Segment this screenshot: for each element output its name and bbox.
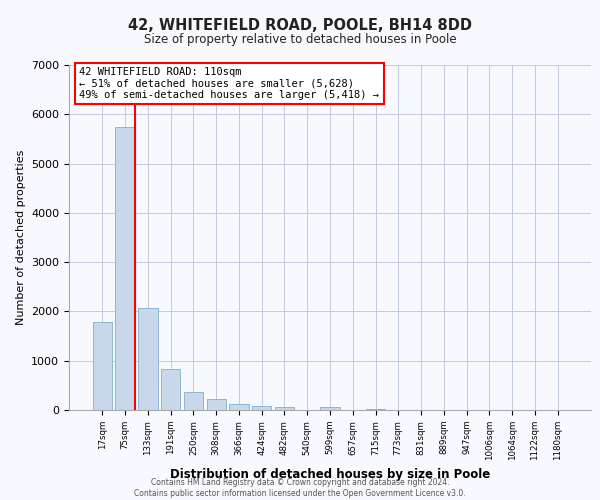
Bar [115,126,135,410]
Text: Contains HM Land Registry data © Crown copyright and database right 2024.
Contai: Contains HM Land Registry data © Crown c… [134,478,466,498]
Bar [252,406,271,410]
Text: 42, WHITEFIELD ROAD, POOLE, BH14 8DD: 42, WHITEFIELD ROAD, POOLE, BH14 8DD [128,18,472,32]
Bar [93,322,112,410]
Bar [275,407,294,410]
Bar [161,369,181,410]
Bar [229,404,248,410]
Bar [184,392,203,410]
X-axis label: Distribution of detached houses by size in Poole: Distribution of detached houses by size … [170,468,490,481]
Bar [138,308,158,410]
Text: Size of property relative to detached houses in Poole: Size of property relative to detached ho… [143,32,457,46]
Bar [206,400,226,410]
Text: 42 WHITEFIELD ROAD: 110sqm
← 51% of detached houses are smaller (5,628)
49% of s: 42 WHITEFIELD ROAD: 110sqm ← 51% of deta… [79,66,379,100]
Y-axis label: Number of detached properties: Number of detached properties [16,150,26,325]
Bar [320,408,340,410]
Bar [366,408,385,410]
